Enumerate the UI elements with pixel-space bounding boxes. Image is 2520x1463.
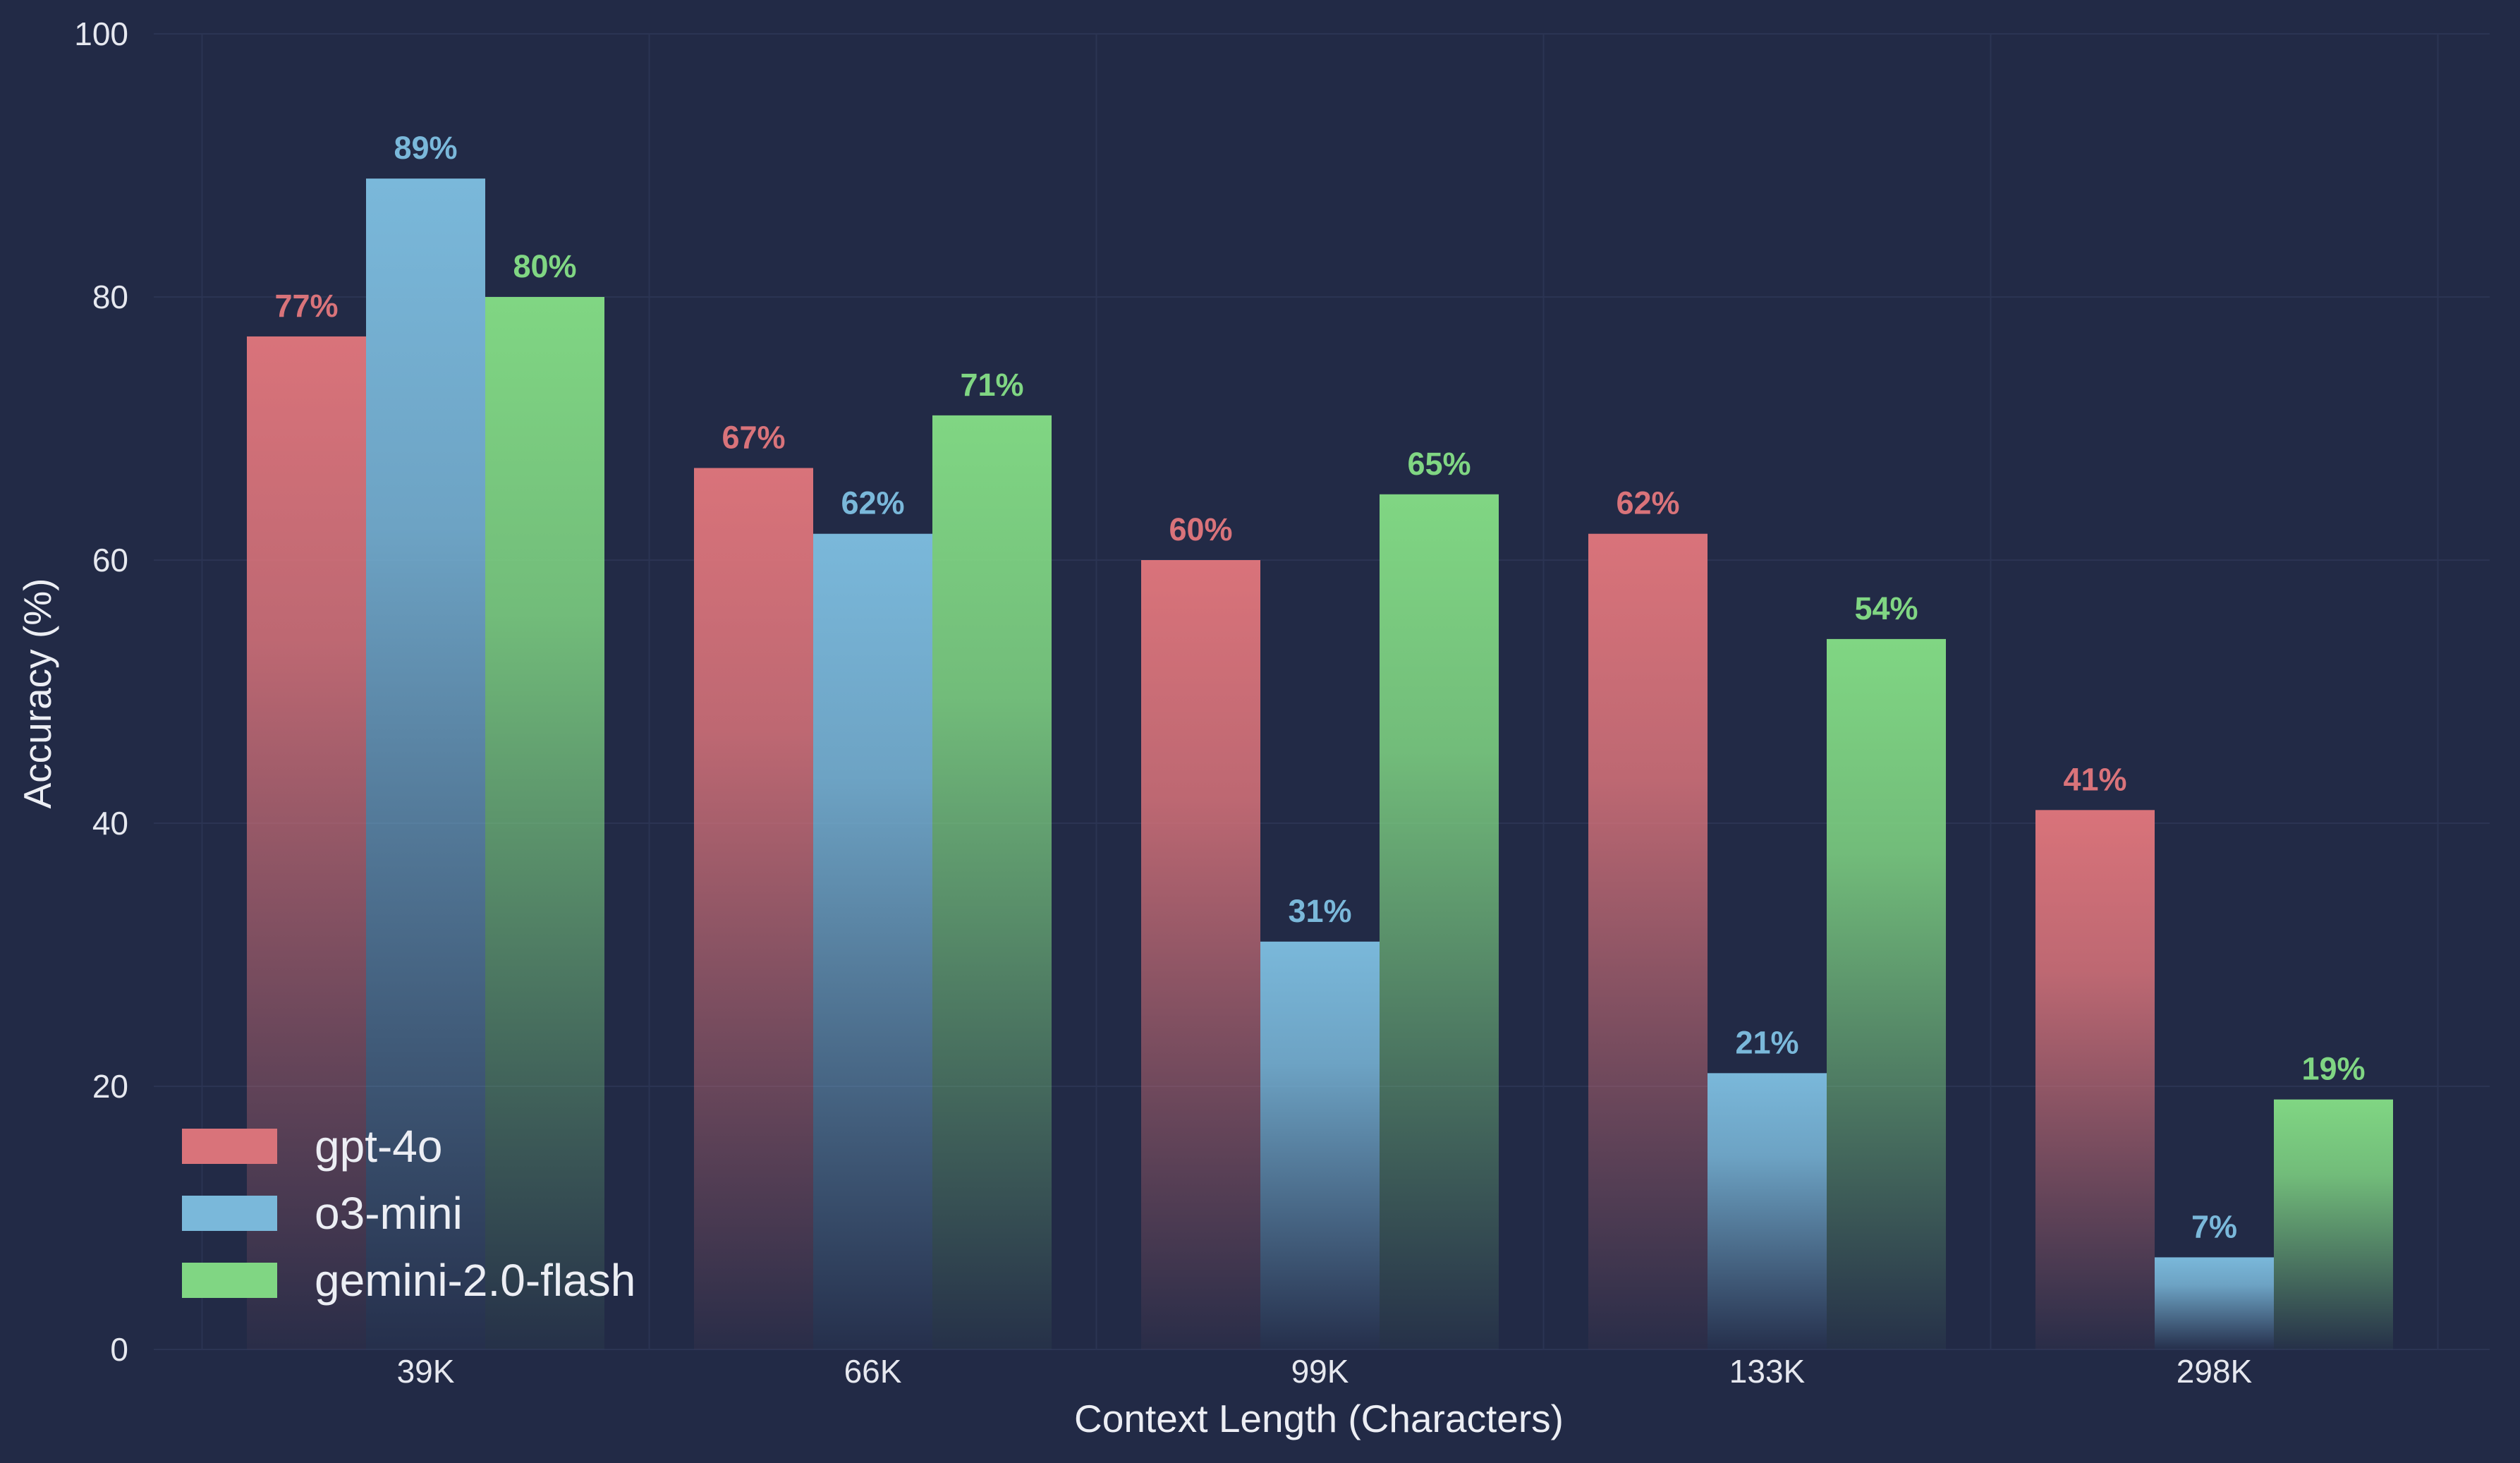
data-label-gpt-4o-39K: 77% [274, 288, 338, 324]
bar-gemini-2.0-flash-39K [485, 297, 604, 1349]
bar-o3-mini-298K [2155, 1257, 2274, 1349]
bar-gpt-4o-39K [247, 336, 366, 1350]
legend-swatch-o3-mini [182, 1196, 277, 1231]
bar-o3-mini-39K [366, 178, 485, 1349]
data-label-o3-mini-99K: 31% [1288, 893, 1351, 929]
bar-gemini-2.0-flash-298K [2274, 1099, 2393, 1349]
x-tick-label: 66K [844, 1353, 902, 1390]
x-axis-title: Context Length (Characters) [1074, 1397, 1564, 1440]
legend-label-o3-mini: o3-mini [315, 1188, 463, 1239]
data-label-gemini-2.0-flash-99K: 65% [1407, 446, 1471, 482]
legend-swatch-gemini-2.0-flash [182, 1263, 277, 1298]
data-label-gemini-2.0-flash-66K: 71% [960, 367, 1023, 403]
data-label-gemini-2.0-flash-298K: 19% [2301, 1051, 2365, 1087]
y-tick-label: 100 [74, 16, 128, 52]
bar-o3-mini-66K [813, 533, 932, 1350]
x-tick-label: 39K [397, 1353, 455, 1390]
y-tick-label: 40 [92, 805, 128, 842]
legend-swatch-gpt-4o [182, 1129, 277, 1164]
data-label-o3-mini-39K: 89% [394, 130, 457, 166]
data-label-o3-mini-133K: 21% [1735, 1024, 1798, 1060]
data-label-gpt-4o-133K: 62% [1616, 485, 1679, 521]
bar-gpt-4o-298K [2035, 810, 2155, 1349]
data-label-gpt-4o-298K: 41% [2063, 761, 2126, 797]
data-label-gpt-4o-66K: 67% [722, 419, 785, 455]
data-labels: 77% 89% 80% 67% 62% 71% 60% 31% 65% 62% 21% 54% 41% 7… [274, 130, 2365, 1244]
x-axis-ticks: 39K 66K 99K 133K 298K [397, 1353, 2253, 1390]
legend-label-gpt-4o: gpt-4o [315, 1121, 442, 1172]
x-tick-label: 298K [2177, 1353, 2253, 1390]
bars [247, 178, 2393, 1350]
bar-gpt-4o-99K [1141, 560, 1260, 1349]
y-axis-title: Accuracy (%) [16, 578, 59, 809]
legend-label-gemini-2.0-flash: gemini-2.0-flash [315, 1255, 635, 1306]
y-tick-label: 80 [92, 279, 128, 315]
bar-o3-mini-99K [1260, 941, 1380, 1349]
bar-gpt-4o-66K [694, 468, 813, 1350]
data-label-o3-mini-298K: 7% [2191, 1208, 2237, 1244]
bar-gemini-2.0-flash-99K [1380, 494, 1499, 1349]
legend: gpt-4o o3-mini gemini-2.0-flash [182, 1121, 635, 1306]
data-label-gemini-2.0-flash-39K: 80% [513, 248, 576, 284]
y-axis-ticks: 0 20 40 60 80 100 [74, 16, 128, 1368]
bar-gemini-2.0-flash-66K [932, 415, 1052, 1349]
bar-gpt-4o-133K [1588, 533, 1708, 1350]
y-tick-label: 20 [92, 1068, 128, 1105]
y-tick-label: 0 [110, 1331, 128, 1368]
y-tick-label: 60 [92, 542, 128, 578]
x-tick-label: 99K [1291, 1353, 1349, 1390]
data-label-gpt-4o-99K: 60% [1169, 511, 1232, 547]
x-tick-label: 133K [1729, 1353, 1806, 1390]
bar-o3-mini-133K [1708, 1073, 1827, 1349]
bar-gemini-2.0-flash-133K [1827, 638, 1946, 1349]
data-label-gemini-2.0-flash-133K: 54% [1854, 590, 1918, 626]
data-label-o3-mini-66K: 62% [841, 485, 904, 521]
